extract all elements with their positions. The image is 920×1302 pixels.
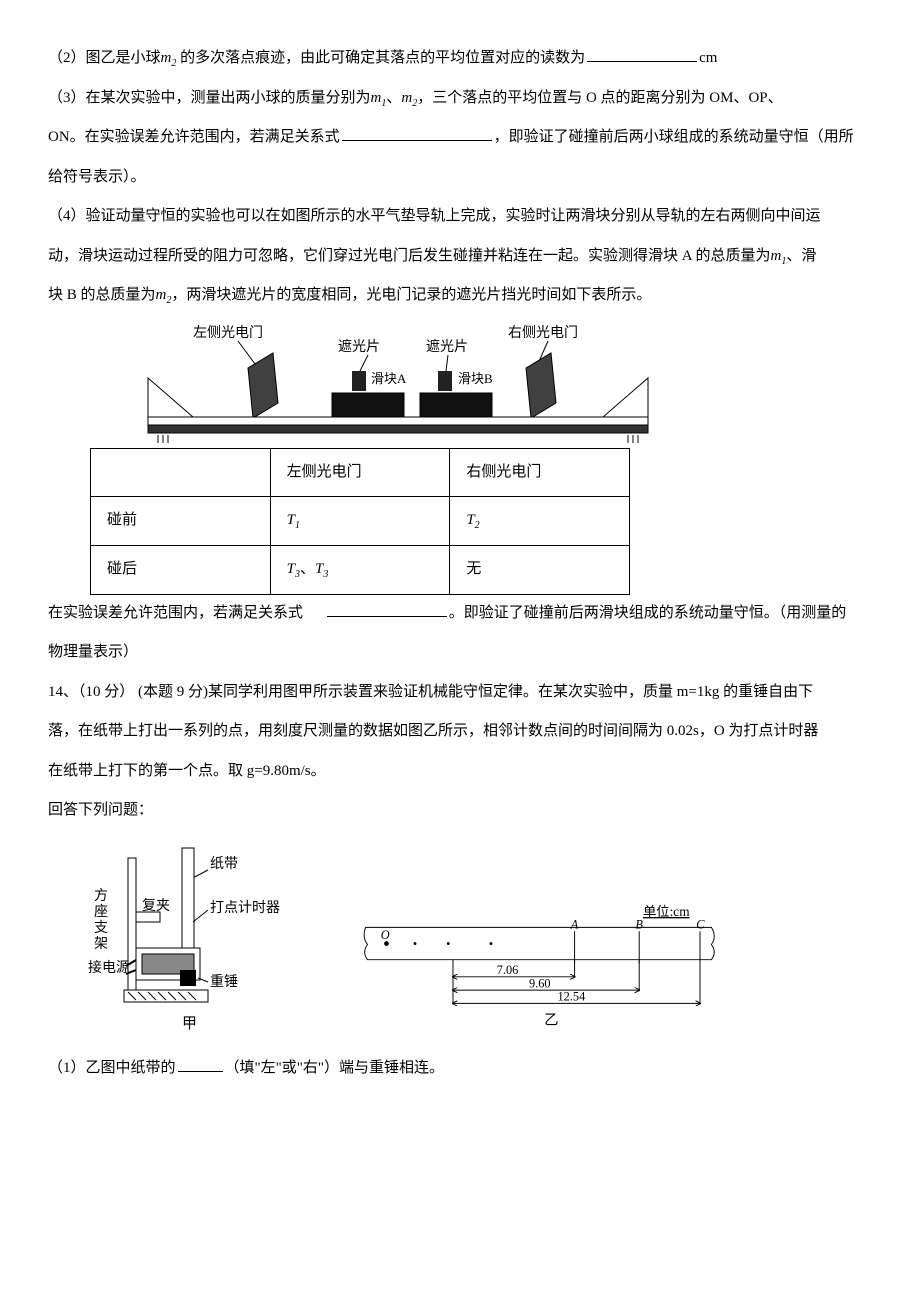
q3-line1a: （3）在某次实验中，测量出两小球的质量分别为 [48, 90, 371, 106]
th-blank [91, 448, 271, 496]
svg-text:支: 支 [94, 920, 108, 936]
q14-line3: 在纸带上打下的第一个点。取 g=9.80m/s。 [48, 763, 326, 779]
unit-label: 单位:cm [643, 904, 690, 919]
B-label: B [635, 917, 643, 931]
left-gate-label: 左侧光电门 [193, 325, 263, 341]
shade2-label: 遮光片 [426, 339, 468, 355]
A-label: A [570, 917, 579, 931]
q3-m2: m2 [401, 90, 417, 106]
question-3-line2: ON。在实验误差允许范围内，若满足关系式 ，即验证了碰撞前后两小球组成的系统动量守… [48, 119, 872, 157]
q3-line3: 给符号表示）。 [48, 169, 146, 185]
dist-3: 12.54 [558, 990, 586, 1004]
th-right-gate: 右侧光电门 [450, 448, 630, 496]
dist-1: 7.06 [497, 963, 519, 977]
q3-line1b: ，三个落点的平均位置与 O 点的距离分别为 OM、OP、 [417, 90, 782, 106]
tape-diagram: 单位:cm O A B C 7.06 9.60 12.54 [358, 897, 738, 1040]
question-4-line3: 块 B 的总质量为m2，两滑块遮光片的宽度相同，光电门记录的遮光片挡光时间如下表… [48, 277, 872, 315]
r1c1: 碰前 [91, 496, 271, 545]
weight-label: 重锤 [210, 974, 238, 990]
question-14-line1: 14、（10 分） (本题 9 分)某同学利用图甲所示装置来验证机械能守恒定律。… [48, 674, 872, 712]
O-label: O [381, 928, 390, 942]
r2c3: 无 [450, 545, 630, 594]
question-14-line3: 在纸带上打下的第一个点。取 g=9.80m/s。 [48, 753, 872, 791]
q4-line3b: ，两滑块遮光片的宽度相同，光电门记录的遮光片挡光时间如下表所示。 [171, 287, 651, 303]
tape-label: 纸带 [210, 856, 238, 872]
r1c3: T2 [450, 496, 630, 545]
table-row: 碰后 T3、T3 无 [91, 545, 630, 594]
q2-prefix: （2）图乙是小球 [48, 50, 161, 66]
th-left-gate: 左侧光电门 [270, 448, 450, 496]
question-3-line3: 给符号表示）。 [48, 159, 872, 197]
power-label: 接电源 [88, 959, 130, 976]
question-14-prompt: 回答下列问题： [48, 792, 872, 830]
r2c1: 碰后 [91, 545, 271, 594]
dist-2: 9.60 [529, 976, 551, 990]
m2-symbol: m2 [161, 50, 177, 66]
q2-unit: cm [699, 50, 717, 66]
q14-prompt: 回答下列问题： [48, 802, 153, 818]
aftertable-line2: 物理量表示） [48, 644, 138, 660]
q3-m1: m1 [371, 90, 387, 106]
q14-1-blank [178, 1057, 223, 1072]
aftertable-blank [327, 602, 447, 617]
table-row: 左侧光电门 右侧光电门 [91, 448, 630, 496]
shade1-label: 遮光片 [338, 339, 380, 355]
q2-blank [587, 47, 697, 62]
q14-1-a: （1）乙图中纸带的 [48, 1060, 176, 1076]
q4-line1: （4）验证动量守恒的实验也可以在如图所示的水平气垫导轨上完成，实验时让两滑块分别… [48, 208, 821, 224]
airtrack-diagram: 左侧光电门 遮光片 遮光片 右侧光电门 滑块A 滑块B [138, 323, 658, 448]
aftertable-a: 在实验误差允许范围内，若满足关系式 [48, 605, 303, 621]
r1c2: T1 [270, 496, 450, 545]
timing-table: 左侧光电门 右侧光电门 碰前 T1 T2 碰后 T3、T3 无 [90, 448, 630, 595]
question-4-line2: 动，滑块运动过程所受的阻力可忽略，它们穿过光电门后发生碰撞并粘连在一起。实验测得… [48, 238, 872, 276]
question-14-line2: 落，在纸带上打出一系列的点，用刻度尺测量的数据如图乙所示，相邻计数点间的时间间隔… [48, 713, 872, 751]
q4-m1: m1 [771, 248, 787, 264]
tape-caption: 乙 [544, 1012, 558, 1028]
r2c2: T3、T3 [270, 545, 450, 594]
timer-label: 打点计时器 [210, 899, 280, 916]
q14-diagrams: 方 座 支 架 纸带 复夹 打点计时器 接电源 重锤 甲 [88, 840, 872, 1040]
q2-mid: 的多次落点痕迹，由此可确定其落点的平均位置对应的读数为 [180, 50, 585, 66]
question-14-1: （1）乙图中纸带的 （填"左"或"右"）端与重锤相连。 [48, 1050, 872, 1088]
right-gate-label: 右侧光电门 [508, 325, 578, 341]
blockB-label: 滑块B [458, 371, 493, 386]
question-2: （2）图乙是小球m2 的多次落点痕迹，由此可确定其落点的平均位置对应的读数为 cm [48, 40, 872, 78]
bracket-label-1: 方 [94, 888, 108, 904]
q3-blank [342, 126, 492, 141]
apparatus-caption: 甲 [182, 1016, 197, 1032]
q3-sep: 、 [386, 90, 401, 106]
aftertable-b: 。即验证了碰撞前后两滑块组成的系统动量守恒。（用测量的 [449, 605, 847, 621]
C-label: C [696, 917, 705, 931]
after-table-line2: 物理量表示） [48, 634, 872, 672]
after-table-line1: 在实验误差允许范围内，若满足关系式 。即验证了碰撞前后两滑块组成的系统动量守恒。… [48, 595, 872, 633]
apparatus-diagram: 方 座 支 架 纸带 复夹 打点计时器 接电源 重锤 甲 [88, 840, 328, 1040]
q4-m2: m2 [156, 287, 172, 303]
blockA-label: 滑块A [371, 371, 407, 386]
q3-line2a: ON。在实验误差允许范围内，若满足关系式 [48, 129, 340, 145]
clip-label: 复夹 [142, 897, 170, 914]
q3-line2b: ，即验证了碰撞前后两小球组成的系统动量守恒（用所 [494, 129, 854, 145]
q4-line3a: 块 B 的总质量为 [48, 287, 156, 303]
question-3-line1: （3）在某次实验中，测量出两小球的质量分别为m1、m2，三个落点的平均位置与 O… [48, 80, 872, 118]
q14-1-b: （填"左"或"右"）端与重锤相连。 [225, 1060, 445, 1076]
q4-line2b: 、滑 [786, 248, 816, 264]
q4-line2a: 动，滑块运动过程所受的阻力可忽略，它们穿过光电门后发生碰撞并粘连在一起。实验测得… [48, 248, 771, 264]
q14-line1: 14、（10 分） (本题 9 分)某同学利用图甲所示装置来验证机械能守恒定律。… [48, 684, 813, 700]
svg-text:架: 架 [94, 936, 108, 952]
question-4-line1: （4）验证动量守恒的实验也可以在如图所示的水平气垫导轨上完成，实验时让两滑块分别… [48, 198, 872, 236]
svg-text:座: 座 [94, 904, 108, 920]
q14-line2: 落，在纸带上打出一系列的点，用刻度尺测量的数据如图乙所示，相邻计数点间的时间间隔… [48, 723, 818, 739]
table-row: 碰前 T1 T2 [91, 496, 630, 545]
